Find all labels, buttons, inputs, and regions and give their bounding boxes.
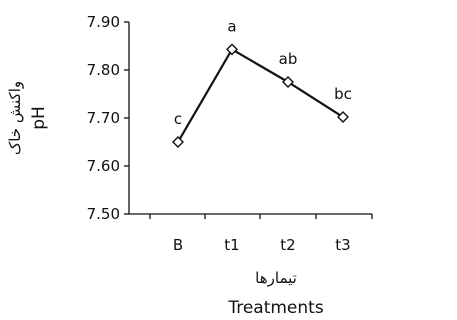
y-axis-label-persian: واکنش خاک (6, 81, 24, 155)
axes (124, 21, 373, 219)
y-tick-label: 7.90 (87, 13, 120, 31)
data-point-marker (226, 43, 238, 56)
significance-label: a (227, 17, 236, 35)
x-tick-label: t2 (280, 236, 295, 254)
series (172, 43, 349, 148)
x-tick-label: t3 (335, 236, 350, 254)
data-point-marker (337, 111, 349, 124)
x-axis-label-persian: تیمارها (255, 269, 297, 287)
y-tick-label: 7.80 (87, 61, 120, 79)
series-line (177, 47, 344, 143)
data-point-marker (172, 136, 184, 148)
x-axis-label-english: Treatments (227, 298, 324, 318)
y-tick-label: 7.50 (87, 205, 120, 223)
y-axis-label-english: pH (29, 106, 49, 130)
significance-label: c (174, 110, 182, 128)
significance-label: bc (334, 85, 352, 103)
x-tick-label: B (173, 236, 183, 254)
y-tick-label: 7.70 (87, 109, 120, 127)
x-tick-label: t1 (224, 236, 239, 254)
significance-label: ab (279, 50, 298, 68)
significance-labels: c a ab bc (174, 17, 352, 128)
y-tick-labels: 7.50 7.60 7.70 7.80 7.90 (87, 13, 120, 223)
y-tick-label: 7.60 (87, 157, 120, 175)
data-point-marker (282, 76, 294, 88)
